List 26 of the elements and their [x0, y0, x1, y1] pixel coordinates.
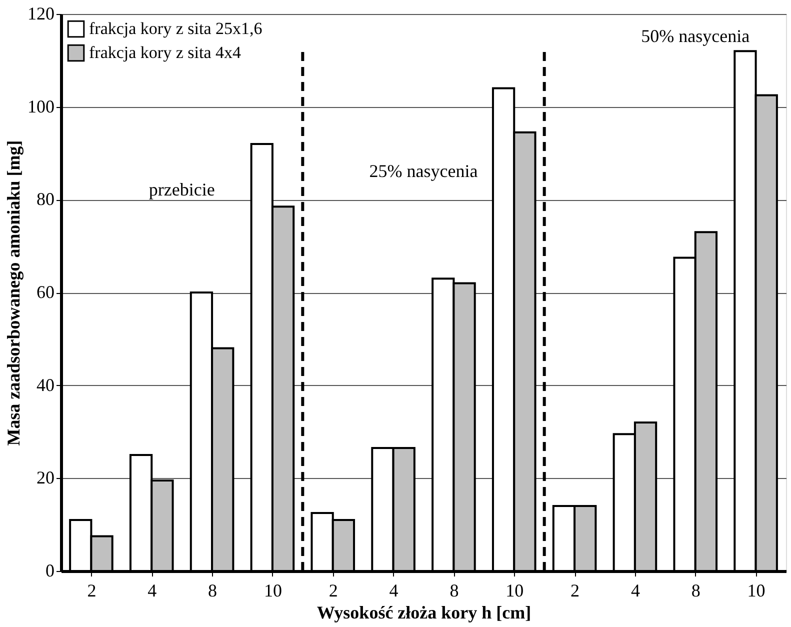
- y-tick-label: 0: [46, 560, 54, 580]
- x-tick-label: 8: [208, 580, 218, 600]
- y-tick-label: 20: [36, 468, 54, 488]
- y-tick-label: 40: [36, 374, 54, 395]
- x-axis-title: Wysokość złoża kory h [cm]: [316, 602, 532, 622]
- x-tick-label: 2: [87, 580, 96, 600]
- x-tick-label: 4: [148, 580, 157, 600]
- x-tick-label: 8: [450, 580, 459, 600]
- annotation: 25% nasycenia: [369, 160, 478, 181]
- x-tick-label: 2: [328, 580, 338, 600]
- x-tick-label: 10: [264, 580, 282, 600]
- y-tick-label: 60: [36, 282, 54, 302]
- y-tick-label: 100: [28, 96, 54, 116]
- x-tick-label: 10: [506, 580, 524, 600]
- x-tick-label: 2: [570, 580, 580, 600]
- x-tick-label: 10: [747, 580, 766, 600]
- annotation: 50% nasycenia: [641, 26, 750, 46]
- x-tick-label: 8: [691, 580, 700, 600]
- x-tick-label: 4: [630, 580, 640, 600]
- x-tick-label: 4: [389, 580, 398, 600]
- legend-label: frakcja kory z sita 4x4: [89, 43, 242, 62]
- annotation: przebicie: [148, 179, 215, 200]
- legend-label: frakcja kory z sita 25x1,6: [89, 19, 262, 38]
- y-axis-title: Masa zaadsorbowanego amoniaku [mg]: [4, 140, 24, 446]
- y-tick-label: 120: [28, 4, 54, 24]
- y-tick-label: 80: [36, 189, 54, 210]
